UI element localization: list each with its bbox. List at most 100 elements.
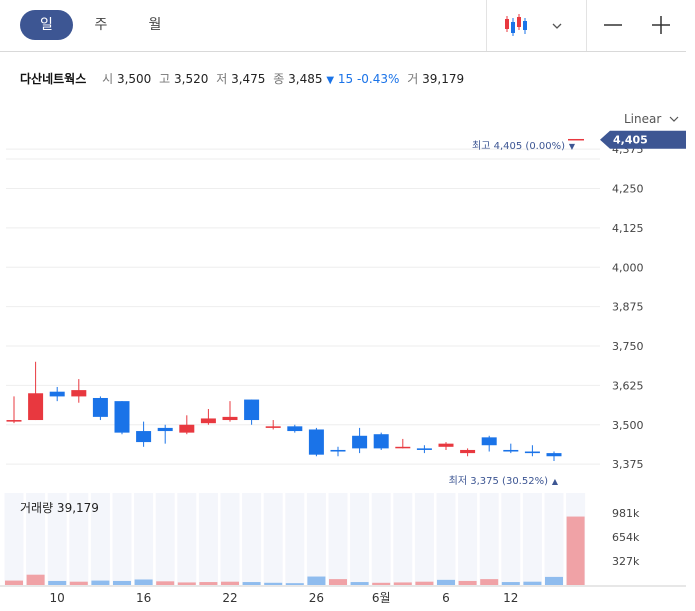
candle-body xyxy=(28,393,44,421)
volume-column-bg xyxy=(47,493,67,585)
volume-column-bg xyxy=(155,493,175,585)
volume-bar xyxy=(437,579,455,585)
volume-bar xyxy=(415,581,434,585)
x-tick-label: 16 xyxy=(136,591,151,605)
open-value: 3,500 xyxy=(116,72,152,86)
volume-title: 거래량 39,179 xyxy=(20,501,99,515)
volume-bar xyxy=(113,580,131,585)
volume-column-bg xyxy=(4,493,24,585)
volume-bar xyxy=(199,582,218,585)
tab-daily[interactable]: 일 xyxy=(20,10,73,40)
candle-body xyxy=(395,446,411,449)
candle-body xyxy=(460,449,476,454)
volume-column-bg xyxy=(285,493,305,585)
x-tick-label: 6 xyxy=(442,591,450,605)
volume-column-bg xyxy=(544,493,564,585)
volume-bar xyxy=(177,582,196,585)
x-tick-label: 6월 xyxy=(372,591,391,605)
volume-column-bg xyxy=(26,493,46,585)
candle-body xyxy=(136,431,152,443)
y-tick-label: 3,500 xyxy=(612,419,644,432)
tab-weekly[interactable]: 주 xyxy=(94,17,108,33)
volume-bar xyxy=(545,576,563,585)
volume-bar xyxy=(264,582,283,585)
volume-bar xyxy=(221,581,239,585)
candle-body xyxy=(179,424,195,433)
stock-name: 다산네트웍스 xyxy=(20,72,87,86)
candle-body xyxy=(330,449,346,452)
volume-bar xyxy=(285,583,304,585)
low-label: 저 xyxy=(216,72,228,86)
y-tick-label: 4,000 xyxy=(612,261,644,274)
candle-body xyxy=(157,427,173,432)
volume-column-bg xyxy=(134,493,154,585)
change-arrow: ▼ xyxy=(326,75,335,86)
scale-dropdown[interactable]: Linear xyxy=(624,112,679,126)
scale-label: Linear xyxy=(624,112,662,126)
volume-column-bg xyxy=(350,493,370,585)
close-value: 3,485 xyxy=(288,72,323,86)
volume-bar xyxy=(350,582,369,585)
volume-tick-label: 981k xyxy=(612,507,640,520)
candle-body xyxy=(6,420,22,422)
max-marker-arrow: ▼ xyxy=(569,142,576,151)
y-tick-label: 3,375 xyxy=(612,458,644,471)
volume-tick-label: 327k xyxy=(612,555,640,568)
volume-bar xyxy=(523,581,542,585)
volume-bar xyxy=(480,579,499,585)
volume-column-bg xyxy=(263,493,283,585)
candle-body xyxy=(92,397,108,417)
current-price-tag xyxy=(600,130,686,149)
volume-tick-label: 654k xyxy=(612,531,640,544)
ohlc-info: 다산네트웍스 시 3,500 고 3,520 저 3,475 종 3,485 ▼… xyxy=(20,70,464,87)
candlestick-icon[interactable] xyxy=(504,12,532,38)
plus-icon[interactable] xyxy=(650,14,672,36)
volume-bar xyxy=(156,581,175,585)
volume-value: 39,179 xyxy=(422,72,465,86)
volume-column-bg xyxy=(242,493,262,585)
volume-column-bg xyxy=(198,493,218,585)
change-percent: -0.43% xyxy=(356,72,400,86)
volume-bar xyxy=(5,580,23,585)
chevron-down-icon[interactable] xyxy=(551,16,563,29)
max-marker-label: 최고 4,405 (0.00%) xyxy=(472,140,565,152)
volume-column-bg xyxy=(177,493,197,585)
high-label: 고 xyxy=(159,72,171,86)
volume-bar xyxy=(566,516,585,585)
candle-body xyxy=(438,443,454,447)
volume-column-bg xyxy=(522,493,542,585)
candle-body xyxy=(524,451,540,454)
volume-bar xyxy=(69,581,88,585)
volume-column-bg xyxy=(306,493,326,585)
volume-column-bg xyxy=(501,493,521,585)
candle-body xyxy=(244,399,260,421)
toolbar-divider xyxy=(586,0,587,51)
low-value: 3,475 xyxy=(231,72,266,86)
candle-body xyxy=(200,418,216,424)
volume-column-bg xyxy=(69,493,89,585)
volume-column-bg xyxy=(328,493,348,585)
y-tick-label: 3,875 xyxy=(612,301,644,314)
y-tick-label: 4,125 xyxy=(612,222,644,235)
close-label: 종 xyxy=(273,72,285,86)
volume-column-bg xyxy=(90,493,110,585)
toolbar-divider xyxy=(486,0,487,51)
min-marker-arrow: ▲ xyxy=(552,477,559,486)
volume-bar xyxy=(393,582,412,585)
minus-icon[interactable] xyxy=(602,14,624,36)
candle-body xyxy=(222,416,238,421)
volume-column-bg xyxy=(414,493,434,585)
volume-column-bg xyxy=(371,493,391,585)
tab-monthly[interactable]: 월 xyxy=(148,17,162,33)
volume-column-bg xyxy=(436,493,456,585)
candle-body xyxy=(265,426,281,428)
x-tick-label: 22 xyxy=(222,591,237,605)
volume-column-bg xyxy=(393,493,413,585)
volume-bar xyxy=(501,582,520,585)
candle-body xyxy=(416,448,432,450)
volume-column-bg xyxy=(479,493,499,585)
chart-toolbar: 일 주 월 xyxy=(0,0,686,52)
candle-body xyxy=(308,429,324,455)
candle-body xyxy=(352,435,368,449)
